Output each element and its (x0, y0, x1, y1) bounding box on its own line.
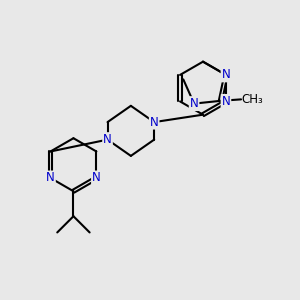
Text: CH₃: CH₃ (241, 93, 263, 106)
Text: N: N (150, 116, 159, 129)
Text: N: N (222, 68, 230, 81)
Text: N: N (46, 172, 55, 184)
Text: N: N (103, 133, 112, 146)
Text: N: N (190, 97, 199, 110)
Text: N: N (222, 95, 230, 108)
Text: N: N (92, 172, 101, 184)
